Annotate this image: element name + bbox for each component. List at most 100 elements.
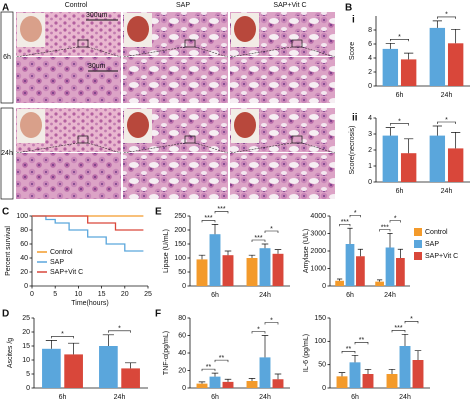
y-tick-label: 50 [178, 269, 186, 276]
zoom-box [184, 39, 196, 48]
bar [121, 368, 140, 388]
y-tick-label: 60 [20, 241, 28, 248]
significance-mark: * [270, 226, 273, 233]
survival-line [32, 215, 144, 231]
pancreas [20, 16, 42, 42]
y-tick-label: 8 [368, 27, 372, 34]
bar [222, 255, 234, 286]
error-bar [397, 248, 404, 258]
y-tick-label: 0 [368, 83, 372, 90]
error-bar [357, 248, 364, 257]
y-tick-label: 2 [368, 147, 372, 154]
y-tick-label: 20 [22, 329, 30, 336]
error-bar [414, 350, 422, 360]
zoom-line [194, 142, 229, 154]
x-tick-label: 6h [211, 292, 219, 299]
zoom-line [15, 142, 79, 154]
bar [412, 360, 424, 388]
error-bar [347, 227, 353, 244]
significance-mark: * [270, 317, 273, 324]
bar [396, 258, 405, 286]
bar [385, 247, 395, 286]
x-axis-label: Time(hours) [71, 300, 108, 307]
y-tick-label: 4 [368, 55, 372, 62]
error-bar [338, 372, 346, 377]
significance-mark: ** [346, 346, 352, 353]
error-bar [401, 333, 409, 346]
histology-high [16, 153, 121, 199]
column-title: SAP+Vit C [273, 2, 306, 9]
x-tick-label: 24h [399, 394, 411, 401]
x-tick-label: 20 [121, 291, 129, 298]
error-bar [451, 28, 461, 44]
error-bar [211, 372, 219, 377]
zoom-line [87, 142, 122, 154]
y-tick-label: 2000 [310, 248, 326, 255]
significance-mark: * [398, 118, 401, 125]
y-axis-label: Ascites /g [7, 338, 14, 368]
histology-high [123, 153, 228, 199]
pancreas [234, 16, 256, 42]
sub-label: i [352, 15, 355, 26]
y-tick-label: 80 [178, 315, 186, 322]
error-bar [388, 368, 396, 374]
bar [349, 362, 361, 388]
error-bar [248, 378, 256, 381]
error-bar [224, 378, 232, 382]
panel-label: F [155, 309, 161, 320]
bar [382, 48, 399, 86]
error-bar [451, 132, 461, 149]
column-title: Control [65, 2, 88, 9]
significance-mark: ** [359, 337, 365, 344]
row-label: 24h [1, 150, 13, 157]
error-bar [125, 362, 137, 369]
significance-bracket [390, 123, 409, 126]
significance-bracket [389, 220, 401, 223]
x-tick-label: 25 [144, 291, 152, 298]
significance-mark: ** [219, 355, 225, 362]
significance-mark: *** [254, 235, 262, 242]
y-tick-label: 20 [20, 269, 28, 276]
zoom-line [194, 46, 229, 58]
error-bar [385, 42, 395, 49]
y-axis-label: Lipase (U/mL) [163, 229, 170, 273]
y-tick-label: 0 [24, 283, 28, 290]
y-tick-label: 100 [16, 213, 28, 220]
significance-mark: *** [394, 325, 402, 332]
y-tick-label: 0 [182, 283, 186, 290]
bar [246, 258, 258, 286]
bar [400, 59, 417, 86]
significance-bracket [437, 121, 456, 124]
x-tick-label: 6h [396, 92, 404, 99]
bar [399, 346, 411, 388]
significance-bracket [201, 368, 216, 372]
y-tick-label: 60 [178, 332, 186, 339]
significance-bracket [264, 230, 279, 233]
bar [259, 357, 271, 388]
x-tick-label: 15 [98, 291, 106, 298]
error-bar [45, 340, 57, 349]
bar [336, 376, 348, 388]
error-bar [432, 125, 442, 136]
bar [386, 374, 398, 388]
zoom-box [291, 135, 303, 144]
y-tick-label: 4000 [310, 213, 326, 220]
y-tick-label: 100 [314, 338, 326, 345]
legend-swatch [414, 228, 422, 236]
significance-mark: *** [204, 215, 212, 222]
panel-label: E [155, 207, 162, 218]
bar [447, 43, 464, 86]
significance-mark: * [118, 326, 121, 333]
error-bar [102, 334, 114, 346]
y-tick-label: 0 [182, 385, 186, 392]
y-tick-label: 1000 [310, 265, 326, 272]
bar [429, 135, 446, 182]
significance-bracket [349, 214, 361, 218]
y-tick-label: 6 [368, 41, 372, 48]
error-bar [404, 138, 414, 154]
y-axis-label: TNF-α(pg/mL) [163, 331, 170, 375]
x-tick-label: 5 [53, 291, 57, 298]
y-tick-label: 3000 [310, 230, 326, 237]
histology-high [16, 57, 121, 103]
